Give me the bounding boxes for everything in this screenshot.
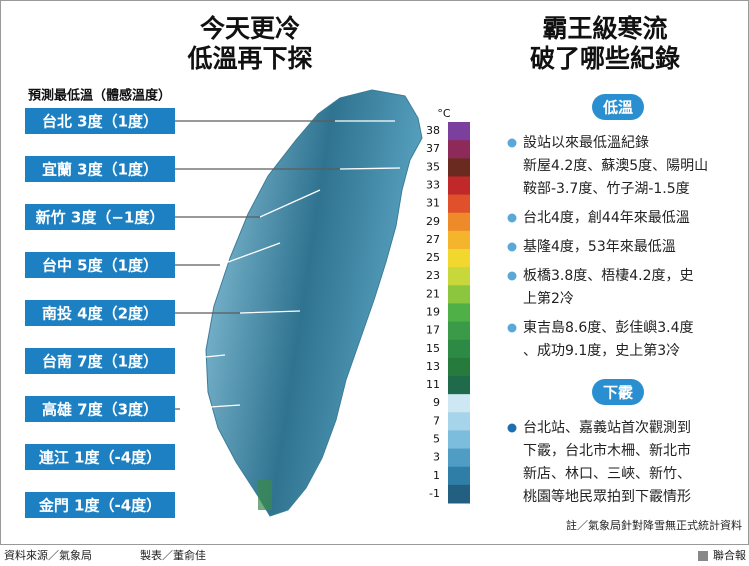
right-title: 霸王級寒流 — [542, 14, 667, 43]
scale-band — [448, 158, 470, 177]
scale-band — [448, 303, 470, 323]
scale-tick-label: 21 — [426, 287, 440, 300]
scale-band — [448, 194, 470, 214]
item-text: 台北4度，創44年來最低溫 — [523, 210, 690, 226]
scale-tick-label: 11 — [426, 378, 440, 391]
scale-band — [448, 484, 470, 504]
item-text: 設站以來最低溫紀錄 — [523, 135, 649, 151]
city-box — [25, 396, 175, 422]
city-label: 連江 1度（-4度） — [39, 449, 161, 467]
scale-unit: °C — [437, 107, 451, 120]
map-lowland — [258, 480, 272, 510]
scale-tick-label: 1 — [433, 469, 440, 482]
credit: 製表／董俞佳 — [140, 548, 206, 562]
city-label: 台南 7度（1度） — [42, 353, 158, 371]
publisher-icon — [698, 551, 708, 561]
right-title: 破了哪些紀錄 — [530, 44, 680, 73]
scale-band — [448, 230, 470, 250]
scale-tick-label: 38 — [426, 124, 440, 137]
scale-tick-label: 9 — [433, 396, 440, 409]
bullet — [507, 138, 517, 148]
scale-tick-label: 15 — [426, 342, 440, 355]
scale-band — [448, 285, 470, 304]
item-text: 台北站、嘉義站首次觀測到 — [523, 419, 691, 436]
scale-band — [448, 212, 470, 232]
city-label: 宜蘭 3度（1度） — [42, 161, 158, 179]
item-text: 板橋3.8度、梧棲4.2度，史 — [523, 268, 694, 284]
section-heading: 下霰 — [603, 384, 634, 402]
scale-band — [448, 140, 470, 159]
item-text: 鞍部-3.7度、竹子湖-1.5度 — [523, 181, 690, 197]
city-box — [25, 204, 175, 230]
scale-band — [448, 412, 470, 431]
scale-band — [448, 267, 470, 286]
scale-tick-label: 23 — [426, 269, 440, 282]
scale-tick-label: 37 — [426, 142, 440, 155]
item-text: 新屋4.2度、蘇澳5度、陽明山 — [523, 158, 708, 174]
scale-band — [448, 321, 470, 341]
scale-tick-label: 17 — [426, 324, 440, 337]
note: 註／氣象局針對降雪無正式統計資料 — [566, 518, 742, 532]
city-box — [25, 156, 175, 182]
scale-tick-label: 19 — [426, 306, 440, 319]
section-heading: 低溫 — [602, 99, 633, 117]
city-label: 台北 3度（1度） — [42, 113, 158, 131]
city-box — [25, 300, 175, 326]
item-text: 基隆4度，53年來最低溫 — [523, 238, 676, 255]
scale-tick-label: 27 — [426, 233, 440, 246]
source: 資料來源／氣象局 — [4, 548, 92, 562]
bullet — [507, 271, 517, 281]
scale-band — [448, 466, 470, 486]
scale-band — [448, 376, 470, 395]
scale-tick-label: 7 — [433, 414, 440, 427]
bullet — [507, 213, 517, 223]
item-text: 新店、林口、三峽、新竹、 — [523, 466, 691, 482]
scale-tick-label: -1 — [429, 487, 440, 500]
item-text: 下霰，台北市木柵、新北市 — [523, 442, 691, 459]
taiwan-map — [205, 89, 423, 517]
city-label: 台中 5度（1度） — [42, 257, 158, 275]
scale-tick-label: 25 — [426, 251, 440, 264]
city-label: 南投 4度（2度） — [42, 305, 158, 323]
city-label: 新竹 3度（−1度） — [36, 209, 165, 227]
city-label: 高雄 7度（3度） — [42, 401, 158, 419]
scale-tick-label: 13 — [426, 360, 440, 373]
city-label: 金門 1度（-4度） — [38, 497, 161, 515]
scale-band — [448, 249, 470, 268]
city-box — [25, 108, 175, 134]
scale-band — [448, 394, 470, 413]
item-text: 上第2冷 — [523, 290, 574, 307]
section-pill — [592, 94, 644, 120]
city-box — [25, 444, 175, 470]
scale-band — [448, 122, 470, 141]
bullet — [507, 423, 517, 433]
scale-band — [448, 448, 470, 468]
city-box — [25, 492, 175, 518]
item-text: 東吉島8.6度、彭佳嶼3.4度 — [523, 320, 694, 336]
section-pill — [592, 379, 644, 405]
left-title: 今天更冷 — [200, 14, 300, 43]
scale-band — [448, 339, 470, 359]
city-box — [25, 348, 175, 374]
scale-tick-label: 5 — [433, 433, 440, 446]
scale-tick-label: 31 — [426, 197, 440, 210]
scale-tick-label: 35 — [426, 160, 440, 173]
bullet — [507, 323, 517, 333]
scale-tick-label: 33 — [426, 179, 440, 192]
scale-tick-label: 3 — [433, 451, 440, 464]
scale-band — [448, 176, 470, 196]
city-box — [25, 252, 175, 278]
legend-label: 預測最低溫（體感溫度） — [28, 88, 171, 104]
scale-band — [448, 430, 470, 450]
scale-tick-label: 29 — [426, 215, 440, 228]
scale-band — [448, 357, 470, 377]
item-text: 桃園等地民眾拍到下霰情形 — [523, 488, 691, 505]
left-title: 低溫再下探 — [186, 44, 312, 73]
bullet — [507, 242, 517, 252]
publisher: 聯合報 — [713, 548, 746, 562]
item-text: 、成功9.1度，史上第3冷 — [523, 342, 680, 359]
